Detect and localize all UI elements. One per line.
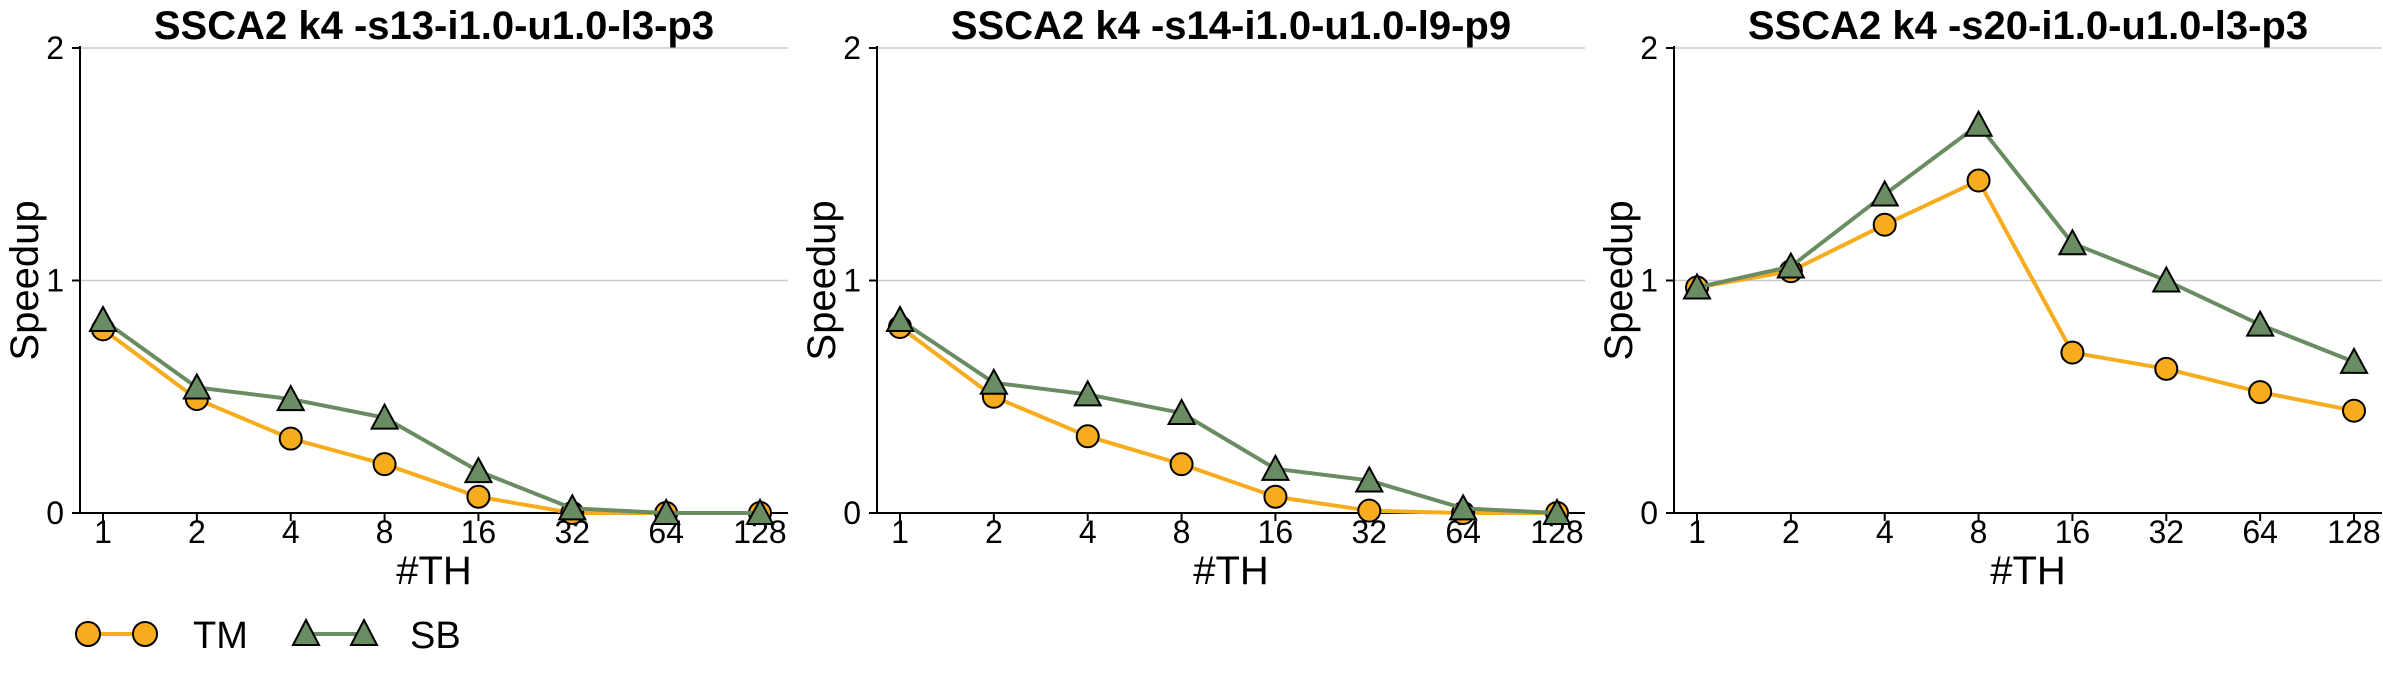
data-point-sb <box>2057 228 2088 256</box>
x-tick-label: 16 <box>2055 514 2091 550</box>
data-point-sb <box>2151 265 2181 293</box>
data-point-tm <box>1966 168 1991 193</box>
data-point-sb <box>1776 251 1806 279</box>
series-tm <box>91 317 772 525</box>
series-line-sb <box>1696 122 2355 364</box>
x-tick-label: 64 <box>2242 514 2278 550</box>
data-point-sb <box>1354 465 1384 493</box>
data-point-tm <box>1872 212 1897 237</box>
data-point-sb <box>369 402 400 430</box>
x-tick-label: 8 <box>1173 514 1191 550</box>
data-point-tm <box>2248 380 2273 405</box>
data-point-sb <box>1448 493 1478 521</box>
data-point-tm <box>278 426 303 451</box>
series-sb <box>1682 109 2369 374</box>
series-line-tm <box>101 327 760 515</box>
data-point-sb <box>1542 497 1572 525</box>
x-axis-label: #TH <box>396 549 472 593</box>
x-tick-label: 4 <box>1876 514 1894 550</box>
series-tm <box>888 315 1569 525</box>
series-line-sb <box>101 318 760 515</box>
data-point-sb <box>1963 109 1994 137</box>
y-tick-label: 0 <box>843 495 861 531</box>
data-point-sb <box>885 304 915 333</box>
data-point-sb <box>463 456 494 484</box>
chart-title: SSCA2 k4 -s13-i1.0-u1.0-l3-p3 <box>154 4 714 48</box>
data-point-tm <box>466 484 491 509</box>
x-tick-label: 2 <box>188 514 206 550</box>
y-tick-label: 0 <box>46 495 64 531</box>
data-point-sb <box>557 493 587 521</box>
data-point-tm <box>1263 484 1288 509</box>
data-point-sb <box>88 304 118 333</box>
series-tm <box>1685 168 2366 423</box>
x-tick-label: 128 <box>2327 514 2380 550</box>
chart-title: SSCA2 k4 -s14-i1.0-u1.0-l9-p9 <box>951 4 1511 48</box>
x-tick-label: 1 <box>94 514 112 550</box>
data-point-tm <box>2060 340 2085 365</box>
legend-sb-label: SB <box>410 615 461 657</box>
y-tick-label: 2 <box>46 30 64 66</box>
legend-sb-marker-end <box>349 617 379 646</box>
legend-sb-marker-start <box>291 617 321 646</box>
series-sb <box>885 304 1572 525</box>
data-point-sb <box>2245 309 2275 337</box>
x-tick-label: 1 <box>891 514 909 550</box>
x-tick-label: 2 <box>985 514 1003 550</box>
data-point-sb <box>1870 179 1900 207</box>
data-point-tm <box>2154 356 2179 381</box>
data-point-tm <box>372 452 397 477</box>
legend: TM SB <box>75 615 461 657</box>
data-point-sb <box>1166 397 1197 426</box>
x-tick-label: 1 <box>1688 514 1706 550</box>
y-tick-label: 1 <box>1640 263 1658 299</box>
y-tick-label: 0 <box>1640 495 1658 531</box>
data-point-sb <box>1260 453 1291 481</box>
series-sb <box>88 304 775 525</box>
legend-tm-label: TM <box>193 615 248 657</box>
data-point-sb <box>182 372 212 400</box>
series-line-tm <box>1696 178 2355 413</box>
y-axis-label: Speedup <box>1597 200 1641 360</box>
series-line-sb <box>898 318 1558 515</box>
x-tick-label: 16 <box>1258 514 1294 550</box>
data-point-sb <box>745 497 775 525</box>
y-tick-label: 1 <box>843 263 861 299</box>
y-axis-label: Speedup <box>3 200 47 360</box>
data-point-tm <box>1169 452 1194 477</box>
x-tick-label: 4 <box>282 514 300 550</box>
x-tick-label: 8 <box>1970 514 1988 550</box>
legend-tm-marker-end <box>132 621 158 647</box>
data-point-sb <box>2339 346 2369 374</box>
legend-item-tm: TM <box>75 615 248 657</box>
data-point-tm <box>1357 498 1382 523</box>
y-axis-label: Speedup <box>800 200 844 360</box>
x-tick-label: 2 <box>1782 514 1800 550</box>
data-point-tm <box>2342 398 2366 423</box>
data-point-sb <box>651 497 681 525</box>
x-tick-label: 8 <box>376 514 394 550</box>
x-axis-label: #TH <box>1193 549 1269 593</box>
data-point-sb <box>276 383 306 412</box>
x-axis-label: #TH <box>1990 549 2066 593</box>
data-point-sb <box>1682 272 1712 300</box>
chart-title: SSCA2 k4 -s20-i1.0-u1.0-l3-p3 <box>1748 4 2308 48</box>
y-tick-label: 2 <box>843 30 861 66</box>
series-line-tm <box>898 325 1557 515</box>
data-point-sb <box>1073 379 1103 407</box>
x-tick-label: 4 <box>1079 514 1097 550</box>
x-tick-label: 16 <box>461 514 497 550</box>
y-tick-label: 1 <box>46 263 64 299</box>
y-tick-label: 2 <box>1640 30 1658 66</box>
data-point-tm <box>1075 424 1100 449</box>
legend-item-sb: SB <box>291 615 461 657</box>
data-point-sb <box>979 367 1009 395</box>
legend-tm-marker-start <box>75 621 101 647</box>
x-tick-label: 32 <box>2148 514 2184 550</box>
